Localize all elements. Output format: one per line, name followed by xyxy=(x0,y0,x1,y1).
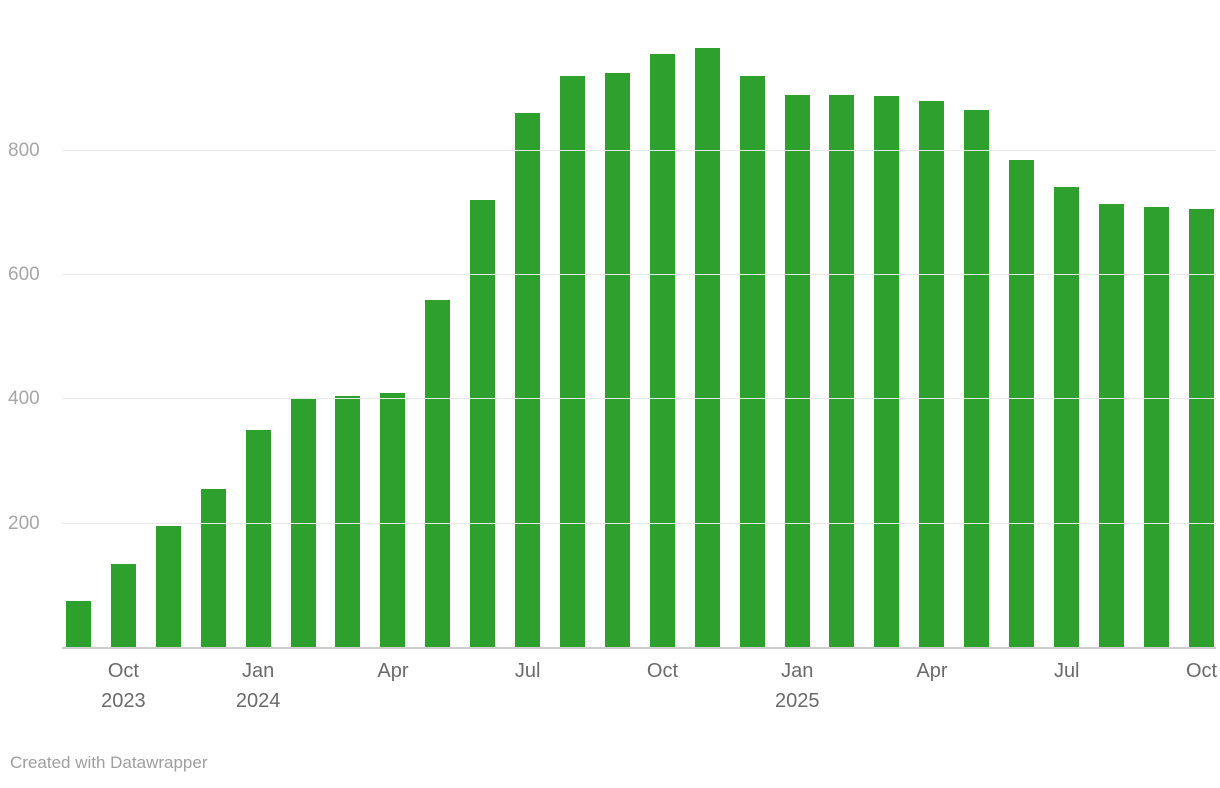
bar[interactable] xyxy=(1098,204,1124,648)
x-axis-tick-label: Jan 2025 xyxy=(752,656,842,716)
x-tick-year: 2023 xyxy=(101,690,146,712)
x-tick-month: Apr xyxy=(377,660,409,682)
bar[interactable] xyxy=(1188,209,1214,648)
x-tick-month: Jan xyxy=(781,660,814,682)
x-tick-year: 2025 xyxy=(774,690,820,712)
bar[interactable] xyxy=(110,564,136,648)
bar[interactable] xyxy=(245,430,271,648)
bar[interactable] xyxy=(559,76,585,648)
y-axis-tick-label: 600 xyxy=(8,264,40,286)
x-axis-tick-label: Oct xyxy=(1157,656,1220,686)
y-axis-tick-label: 400 xyxy=(8,388,40,410)
y-axis-tick-label: 800 xyxy=(8,139,40,161)
bar[interactable] xyxy=(829,95,855,648)
datawrapper-credit: Created with Datawrapper xyxy=(10,753,208,772)
x-axis-tick-label: Jul xyxy=(483,656,573,686)
bars-container xyxy=(66,14,1214,648)
x-axis-tick-label: Jan 2024 xyxy=(213,656,303,716)
y-axis-tick-label: 200 xyxy=(8,512,40,534)
bar[interactable] xyxy=(515,113,541,648)
x-axis-tick-label: Apr xyxy=(348,656,438,686)
bar[interactable] xyxy=(604,73,630,648)
bar[interactable] xyxy=(470,200,496,648)
x-tick-month: Jan xyxy=(242,660,275,682)
gridline xyxy=(62,149,1216,151)
bar[interactable] xyxy=(874,96,900,648)
bar[interactable] xyxy=(380,393,406,648)
x-axis-baseline xyxy=(62,647,1216,649)
x-axis-tick-label: Oct xyxy=(617,656,707,686)
x-axis-tick-label: Apr xyxy=(887,656,977,686)
x-tick-month: Oct xyxy=(646,660,679,682)
bar[interactable] xyxy=(1009,160,1035,648)
bar[interactable] xyxy=(66,601,91,648)
x-tick-month: Oct xyxy=(107,660,139,682)
gridline xyxy=(62,398,1216,400)
bar[interactable] xyxy=(739,76,765,648)
x-tick-year: 2024 xyxy=(235,690,281,712)
x-tick-month: Apr xyxy=(916,660,948,682)
bar[interactable] xyxy=(694,48,720,648)
gridline xyxy=(62,274,1216,276)
bar[interactable] xyxy=(155,526,181,648)
bar[interactable] xyxy=(425,300,451,648)
bar[interactable] xyxy=(649,54,675,648)
x-tick-month: Oct xyxy=(1185,660,1218,682)
bar[interactable] xyxy=(335,396,361,648)
x-axis-tick-label: Oct 2023 xyxy=(78,656,168,716)
plot-area xyxy=(62,14,1216,649)
bar[interactable] xyxy=(200,489,226,648)
x-tick-month: Jul xyxy=(1053,660,1080,682)
x-axis-tick-label: Jul xyxy=(1022,656,1112,686)
gridline xyxy=(62,522,1216,524)
bar[interactable] xyxy=(1053,187,1079,648)
bar[interactable] xyxy=(919,101,945,648)
bar[interactable] xyxy=(1143,207,1169,648)
x-tick-month: Jul xyxy=(514,660,541,682)
bar[interactable] xyxy=(784,95,810,648)
bar[interactable] xyxy=(964,110,990,648)
